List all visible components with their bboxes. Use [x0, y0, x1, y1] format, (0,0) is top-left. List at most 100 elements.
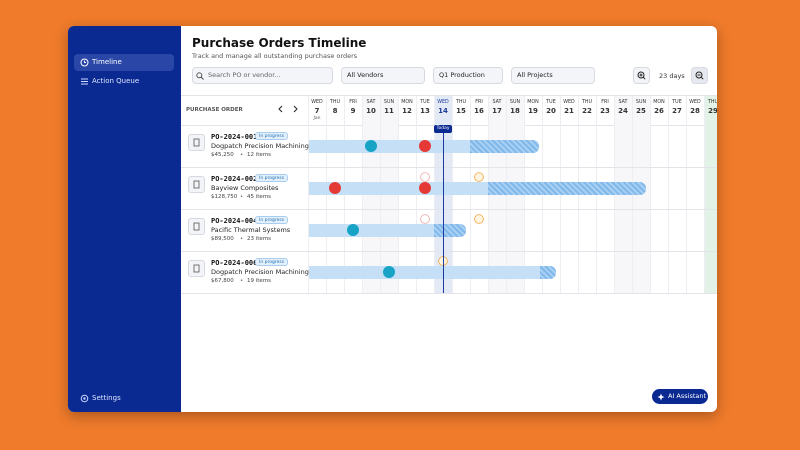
separator: • [240, 278, 244, 284]
weekday: MON [527, 100, 539, 105]
day-column [668, 96, 686, 293]
po-number: PO-2024-006 [211, 259, 258, 267]
day-number: 11 [384, 107, 394, 115]
ai-assistant-button[interactable]: AI Assistant [652, 389, 708, 404]
weekday: THU [329, 100, 341, 105]
amount: $89,500 [211, 236, 234, 242]
day-column [650, 96, 668, 293]
weekday: WED [689, 100, 701, 105]
filter-dropdown[interactable]: All Projects [511, 67, 595, 84]
po-number: PO-2024-004 [211, 217, 258, 225]
app-window: Timeline Action Queue Settings Purchase … [68, 26, 717, 412]
day-number: 16 [474, 107, 484, 115]
milestone[interactable] [419, 182, 431, 194]
day-number: 10 [366, 107, 376, 115]
weekday: SUN [383, 100, 395, 105]
day-number: 15 [456, 107, 466, 115]
month: Jan [313, 116, 321, 121]
weekday: FRI [349, 100, 357, 105]
remaining-bar [470, 140, 539, 153]
status-badge: In progress [255, 174, 289, 182]
milestone[interactable] [474, 172, 484, 182]
page-title: Purchase Orders Timeline [192, 36, 367, 50]
weekday: SAT [492, 100, 502, 105]
day-column [686, 96, 704, 293]
progress-bar [309, 266, 541, 279]
settings-link[interactable]: Settings [92, 394, 121, 402]
po-icon [188, 134, 205, 151]
item-count: 19 items [247, 278, 272, 284]
po-number: PO-2024-002 [211, 175, 258, 183]
milestone[interactable] [420, 172, 430, 182]
day-number: 20 [546, 107, 556, 115]
milestone[interactable] [474, 214, 484, 224]
separator: • [240, 236, 244, 242]
day-number: 14 [438, 107, 448, 115]
status-badge: In progress [255, 258, 289, 266]
next-button[interactable] [291, 105, 299, 115]
milestone[interactable] [329, 182, 341, 194]
amount: $67,800 [211, 278, 234, 284]
page-subtitle: Track and manage all outstanding purchas… [192, 52, 358, 60]
weekday: SAT [618, 100, 628, 105]
icon [196, 72, 204, 80]
weekday: TUE [546, 100, 556, 105]
icon [81, 78, 88, 85]
po-icon [188, 260, 205, 277]
weekday: THU [707, 100, 717, 105]
day-number: 7 [314, 107, 320, 115]
remaining-bar [540, 266, 557, 279]
progress-bar [309, 140, 470, 153]
weekday: SAT [366, 100, 376, 105]
weekday: FRI [475, 100, 483, 105]
day-number: 23 [600, 107, 610, 115]
day-number: 27 [672, 107, 682, 115]
day-number: 22 [582, 107, 592, 115]
milestone[interactable] [419, 140, 431, 152]
remaining-bar [488, 182, 647, 195]
weekday: MON [653, 100, 665, 105]
search-box[interactable]: Search PO or vendor... [192, 67, 333, 84]
status-badge: In progress [255, 216, 289, 224]
day-number: 26 [654, 107, 664, 115]
filter-dropdown[interactable]: All Vendors [341, 67, 425, 84]
milestone[interactable] [365, 140, 377, 152]
day-number: 18 [510, 107, 520, 115]
row-divider [181, 251, 717, 252]
icon [657, 393, 665, 401]
separator: • [240, 152, 244, 158]
day-number: 12 [402, 107, 412, 115]
day-column [308, 96, 326, 293]
today-label: Today [434, 125, 452, 133]
vendor-name: Dogpatch Precision Machining [211, 142, 309, 150]
milestone[interactable] [347, 224, 359, 236]
separator: • [240, 194, 244, 200]
item-count: 23 items [247, 236, 272, 242]
nav-item[interactable]: Timeline [74, 54, 174, 71]
weekday: FRI [601, 100, 609, 105]
row-divider [181, 167, 717, 168]
po-number: PO-2024-001 [211, 133, 258, 141]
day-number: 8 [332, 107, 338, 115]
progress-bar [309, 224, 434, 237]
icon [637, 71, 646, 80]
today-line [442, 125, 444, 293]
remaining-bar [434, 224, 467, 237]
day-number: 13 [420, 107, 430, 115]
milestone[interactable] [383, 266, 395, 278]
day-number: 24 [618, 107, 628, 115]
filter-dropdown[interactable]: Q1 Production [433, 67, 503, 84]
vendor-name: Bayview Composites [211, 184, 279, 192]
timeline-grid: PURCHASE ORDER WED 7 Jan THU 8 FRI 9 SAT 10 SUN 11 M… [181, 95, 717, 294]
icon [695, 71, 704, 80]
milestone[interactable] [420, 214, 430, 224]
prev-button[interactable] [277, 105, 285, 115]
nav-item[interactable]: Action Queue [92, 77, 140, 85]
sidebar: Timeline Action Queue Settings [68, 26, 181, 412]
weekday: WED [311, 100, 323, 105]
amount: $45,250 [211, 152, 234, 158]
day-number: 17 [492, 107, 502, 115]
icon [80, 58, 89, 67]
column-header: PURCHASE ORDER [186, 107, 243, 113]
